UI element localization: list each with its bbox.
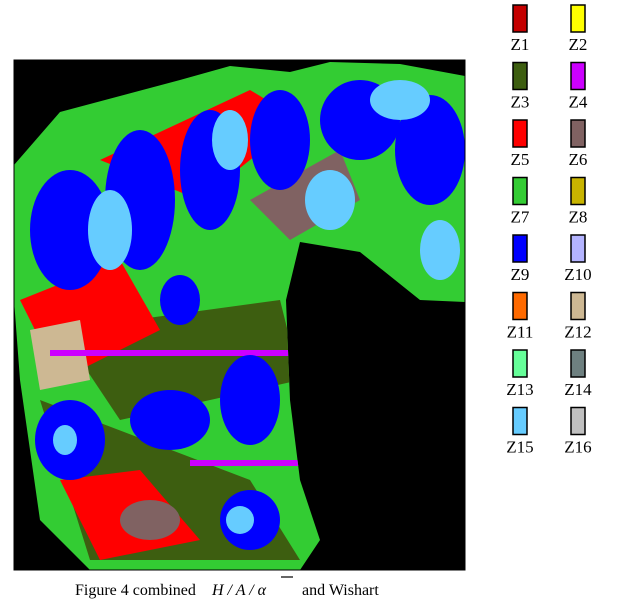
legend-label: Z15 xyxy=(506,438,533,457)
page: {"figure": { "legend": [ {"label": "Z1",… xyxy=(0,0,621,599)
legend-swatch xyxy=(513,293,527,320)
caption: Figure 4 combined H / A / α and Wishart xyxy=(75,577,379,599)
legend-swatch xyxy=(513,120,527,147)
legend-label: Z9 xyxy=(511,265,530,284)
legend-swatch xyxy=(571,120,585,147)
legend-swatch xyxy=(571,293,585,320)
legend-label: Z6 xyxy=(569,150,588,169)
legend-swatch xyxy=(513,235,527,262)
legend-label: Z4 xyxy=(569,93,588,112)
legend-label: Z13 xyxy=(506,380,533,399)
legend-swatch xyxy=(513,408,527,435)
legend-label: Z3 xyxy=(511,93,530,112)
legend-label: Z14 xyxy=(564,380,592,399)
caption-suffix: and Wishart xyxy=(302,582,379,599)
legend-label: Z12 xyxy=(564,323,591,342)
classification-map xyxy=(14,60,465,570)
legend-label: Z5 xyxy=(511,150,530,169)
legend-swatch xyxy=(513,63,527,90)
legend-swatch xyxy=(571,63,585,90)
legend-label: Z10 xyxy=(564,265,591,284)
legend-swatch xyxy=(571,235,585,262)
caption-math: H / A / α xyxy=(211,582,267,599)
caption-prefix: Figure 4 combined xyxy=(75,582,196,599)
legend-swatch xyxy=(513,350,527,377)
figure: Z1Z2Z3Z4Z5Z6Z7Z8Z9Z10Z11Z12Z13Z14Z15Z16 … xyxy=(0,0,621,599)
legend-label: Z8 xyxy=(569,208,588,227)
legend-swatch xyxy=(513,5,527,32)
legend-label: Z7 xyxy=(511,208,530,227)
legend-swatch xyxy=(571,350,585,377)
legend-swatch xyxy=(571,178,585,205)
legend-swatch xyxy=(571,408,585,435)
legend-swatch xyxy=(571,5,585,32)
legend-swatch xyxy=(513,178,527,205)
legend-label: Z1 xyxy=(511,35,530,54)
legend-label: Z2 xyxy=(569,35,588,54)
legend: Z1 Z2 Z3 Z4 Z5 Z6 Z7 Z8 Z9 Z10 Z11 Z12 Z13 Z14 Z15 Z16 xyxy=(506,5,592,457)
legend-label: Z16 xyxy=(564,438,591,457)
legend-label: Z11 xyxy=(507,323,534,342)
